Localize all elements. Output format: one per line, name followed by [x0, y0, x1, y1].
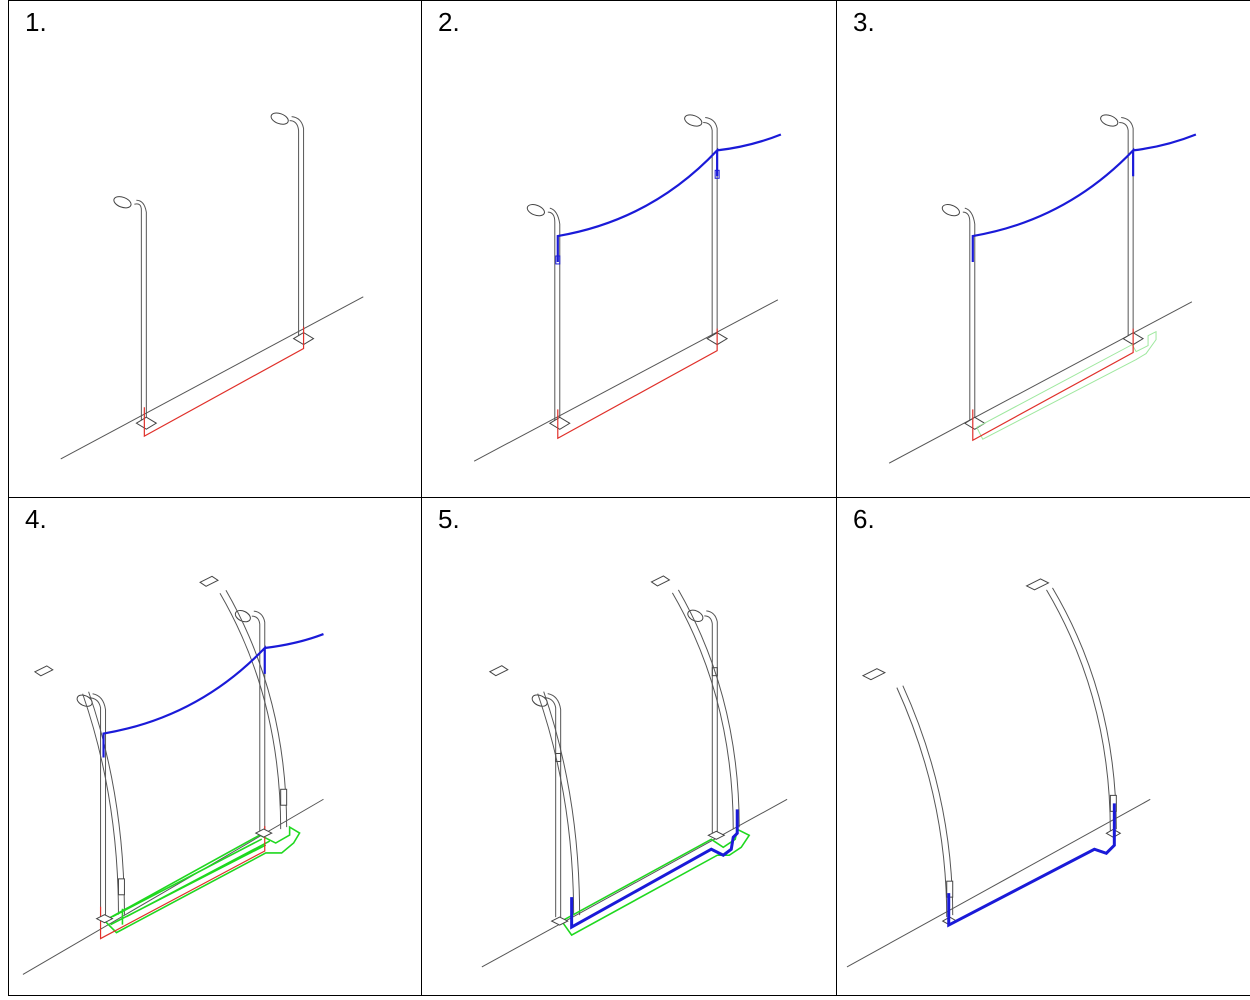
ground-line	[846, 798, 1151, 968]
step-6-illustration	[846, 578, 1151, 968]
step-4-illustration	[22, 575, 324, 975]
ground-line	[473, 299, 779, 462]
street-light-right	[270, 112, 315, 346]
existing-underground-cable	[557, 328, 718, 440]
new-underground-cable	[570, 809, 739, 930]
new-street-light-left	[488, 665, 581, 916]
overhead-cable	[971, 133, 1197, 262]
step-1-illustration	[60, 112, 364, 460]
old-street-light-left	[76, 693, 107, 917]
new-trench	[560, 828, 751, 937]
planned-trench	[976, 330, 1157, 440]
step-label: 1.	[25, 7, 47, 37]
old-street-light-right	[234, 610, 266, 834]
step-label: 5.	[438, 504, 460, 534]
new-street-light-right	[650, 575, 740, 830]
panel-step-6: 6.	[837, 498, 1250, 996]
street-light-right	[1025, 578, 1122, 838]
new-underground-cable	[947, 803, 1116, 928]
existing-underground-cable	[99, 826, 266, 940]
ground-line	[888, 301, 1193, 464]
street-light-right	[684, 114, 729, 346]
ground-line	[60, 296, 364, 460]
step-label: 3.	[853, 7, 875, 37]
panel-step-4: 4.	[8, 498, 422, 996]
step-label: 4.	[25, 504, 47, 534]
panel-step-2: 2.	[422, 0, 837, 498]
old-street-light-right	[687, 609, 718, 834]
new-street-light-left	[33, 665, 125, 915]
street-light-right	[1100, 114, 1145, 346]
step-5-illustration	[481, 575, 788, 968]
step-3-illustration	[888, 114, 1197, 464]
new-street-light-right	[199, 575, 288, 830]
step-label: 6.	[853, 504, 875, 534]
ground-line	[22, 798, 324, 975]
overhead-cable	[556, 133, 782, 262]
panel-step-3: 3.	[837, 0, 1250, 498]
street-light-left	[861, 668, 958, 926]
steps-grid: 1. 2.	[8, 0, 1250, 996]
new-trench	[103, 825, 301, 934]
ground-line	[481, 798, 788, 968]
street-light-left	[526, 204, 571, 430]
panel-step-1: 1.	[8, 0, 422, 498]
old-street-light-left	[531, 693, 562, 918]
panel-step-5: 5.	[422, 498, 837, 996]
overhead-cable	[102, 633, 324, 758]
street-light-left	[941, 204, 986, 430]
existing-underground-cable	[143, 326, 305, 438]
street-light-left	[113, 196, 158, 430]
step-2-illustration	[473, 114, 782, 462]
step-label: 2.	[438, 7, 460, 37]
existing-underground-cable	[972, 328, 1134, 442]
